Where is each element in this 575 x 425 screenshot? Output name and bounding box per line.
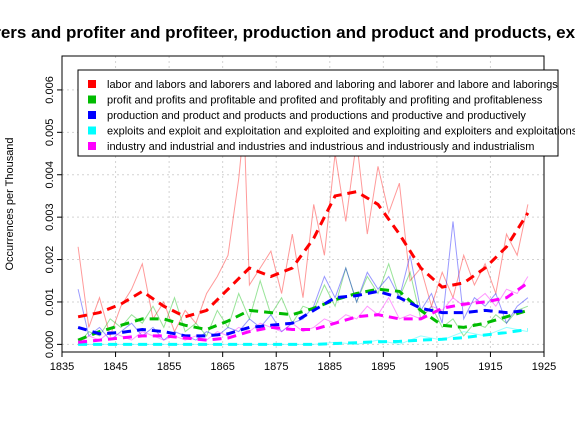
legend-label: exploits and exploit and exploitation an… — [107, 126, 575, 138]
x-tick-label: 1915 — [478, 361, 502, 373]
chart-title: Laborers and profiter and profiteer, pro… — [0, 23, 575, 42]
series-smooth-line-0 — [77, 190, 530, 319]
legend: labor and labors and laborers and labore… — [77, 69, 575, 157]
legend-label: production and product and products and … — [107, 110, 526, 122]
legend-label: labor and labors and laborers and labore… — [107, 79, 558, 91]
legend-swatch — [88, 95, 96, 104]
y-axis: 0.000 0.001 0.002 0.003 0.004 0.005 0.006 — [44, 76, 62, 358]
x-tick-label: 1905 — [425, 361, 449, 373]
y-axis-label: Occurrences per Thousand — [4, 137, 16, 270]
smoothed-series-layer — [77, 190, 530, 346]
series-smooth-line-2 — [77, 289, 529, 338]
series-raw-line-3 — [78, 326, 528, 345]
x-tick-label: 1875 — [264, 361, 288, 373]
plot-border — [61, 55, 545, 353]
legend-swatch — [88, 111, 96, 119]
series-raw-line-0 — [77, 123, 529, 338]
y-tick-label: 0.004 — [44, 161, 56, 189]
legend-swatch — [88, 142, 96, 150]
legend-label: profit and profits and profitable and pr… — [107, 95, 543, 107]
legend-label: industry and industrial and industries a… — [107, 141, 534, 153]
series-smooth-line-4 — [77, 281, 529, 344]
y-tick-label: 0.005 — [44, 119, 56, 147]
legend-swatch — [88, 80, 96, 88]
series-smooth-line-1 — [77, 287, 529, 342]
legend-swatch — [88, 126, 96, 135]
x-tick-label: 1835 — [50, 361, 74, 373]
series-raw-line-2 — [77, 221, 529, 341]
series-raw-line-1 — [77, 262, 529, 345]
y-tick-label: 0.006 — [44, 76, 56, 104]
x-tick-label: 1865 — [210, 361, 234, 373]
x-axis: 1835 1845 1855 1865 1875 1885 1895 1905 1915 1925 — [50, 352, 556, 373]
y-tick-label: 0.002 — [44, 246, 56, 274]
x-tick-label: 1845 — [103, 361, 127, 373]
x-tick-label: 1855 — [157, 361, 181, 373]
x-tick-label: 1885 — [318, 361, 342, 373]
x-tick-label: 1895 — [371, 361, 395, 373]
x-tick-label: 1925 — [532, 361, 556, 373]
y-tick-label: 0.001 — [44, 288, 56, 316]
y-tick-label: 0.000 — [44, 331, 56, 359]
legend-box — [77, 69, 559, 157]
y-tick-label: 0.003 — [44, 203, 56, 231]
